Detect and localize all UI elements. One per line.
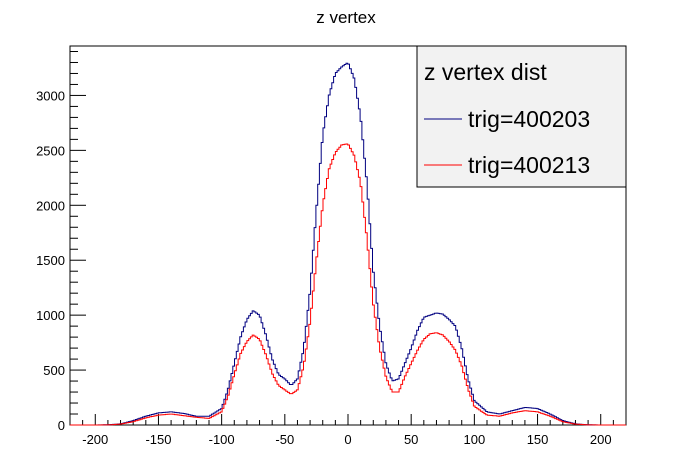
x-tick-label: 200 (590, 432, 612, 447)
legend-label: trig=400213 (468, 152, 590, 178)
x-tick-label: 150 (527, 432, 549, 447)
y-tick-label: 500 (43, 363, 65, 378)
chart-title: z vertex (316, 8, 376, 27)
x-tick-label: -200 (82, 432, 108, 447)
y-tick-label: 0 (58, 418, 65, 433)
x-tick-label: 50 (404, 432, 418, 447)
y-tick-label: 3000 (36, 88, 65, 103)
x-tick-label: -50 (275, 432, 294, 447)
x-axis: -200 -150 -100 -50 0 50 100 150 200 (69, 414, 627, 447)
legend: z vertex dist trig=400203 trig=400213 (416, 45, 627, 188)
legend-entries: trig=400203 trig=400213 (424, 106, 590, 178)
series-line (70, 62, 626, 426)
x-tick-label: 100 (464, 432, 486, 447)
y-tick-label: 2000 (36, 198, 65, 213)
y-tick-label: 1000 (36, 308, 65, 323)
y-axis: 0 500 1000 1500 2000 2500 3000 (36, 50, 86, 433)
x-tick-label: -150 (145, 432, 171, 447)
x-tick-label: 0 (344, 432, 351, 447)
legend-title: z vertex dist (424, 59, 547, 85)
series-layer (70, 62, 626, 426)
y-tick-label: 1500 (36, 253, 65, 268)
legend-box (416, 45, 627, 188)
legend-label: trig=400203 (468, 106, 590, 132)
x-tick-label: -100 (209, 432, 235, 447)
y-tick-label: 2500 (36, 143, 65, 158)
series-line (70, 143, 626, 426)
